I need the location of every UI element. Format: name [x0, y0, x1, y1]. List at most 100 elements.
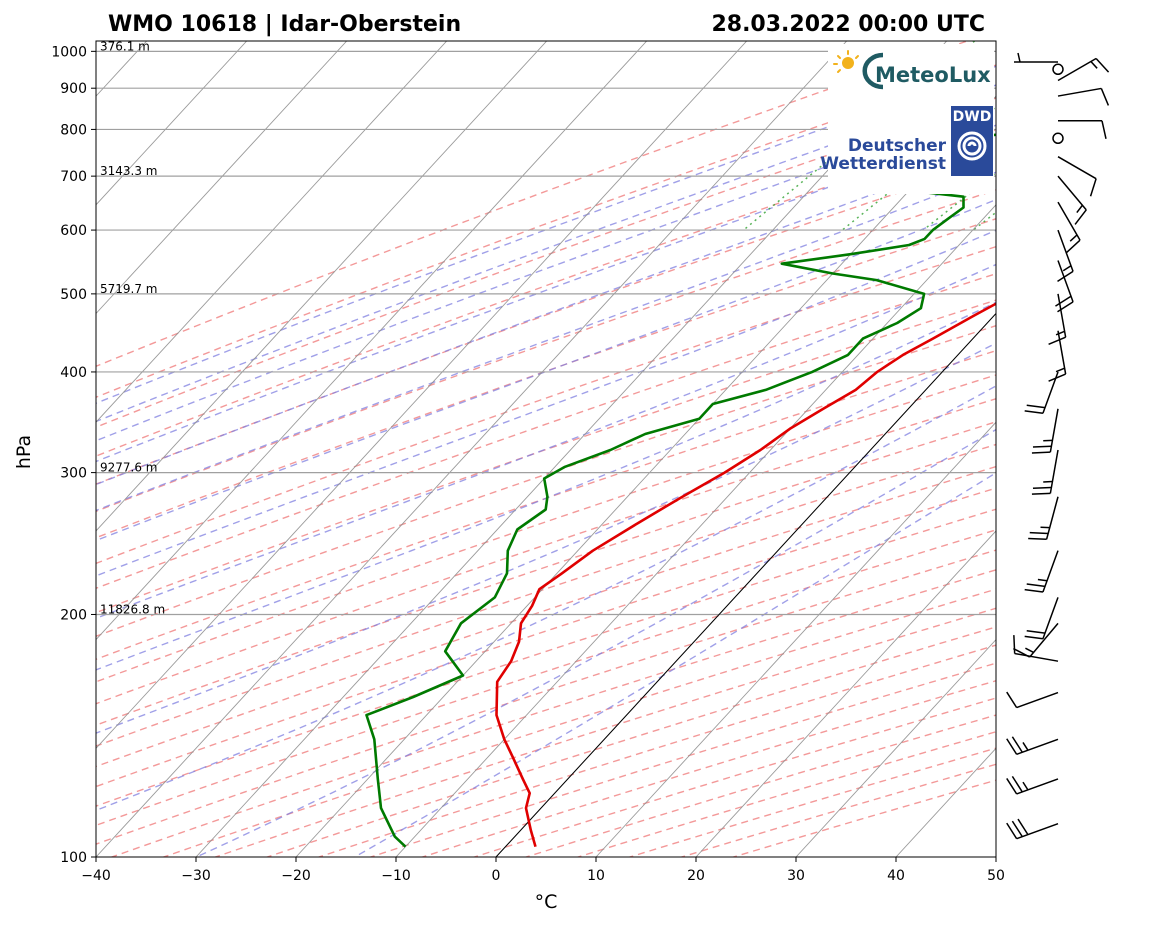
y-tick-label: 400	[60, 365, 87, 381]
wind-barb-staff	[1057, 201, 1081, 241]
wind-barb-full	[1024, 635, 1044, 640]
x-tick-label: 30	[787, 868, 805, 884]
wind-barb-half	[1090, 61, 1098, 69]
wind-barb-staff	[1016, 738, 1059, 756]
wind-barb	[1057, 175, 1087, 225]
chart-title-datetime: 28.03.2022 00:00 UTC	[711, 12, 985, 37]
x-tick-label: 40	[887, 868, 905, 884]
wind-barb	[1057, 57, 1110, 82]
isotherm	[96, 41, 248, 206]
wind-barb-half	[1055, 367, 1065, 373]
wind-barb-staff	[1057, 175, 1087, 211]
dry-adiabat	[265, 626, 996, 857]
wind-barb	[1048, 330, 1067, 382]
calm-wind-circle	[1052, 63, 1064, 76]
x-tick-label: 20	[687, 868, 705, 884]
dry-adiabat	[96, 443, 996, 747]
wind-barb-half	[1025, 647, 1034, 654]
wind-barbs	[1006, 52, 1110, 840]
moist-adiabat	[96, 229, 996, 577]
isotherm	[695, 530, 996, 857]
moist-adiabat	[96, 124, 996, 463]
wind-barb	[1031, 449, 1059, 495]
x-axis-label: °C	[535, 891, 558, 913]
wind-barb	[1057, 201, 1081, 254]
wind-barb-full	[1032, 486, 1052, 490]
wind-barb	[1013, 622, 1059, 658]
wind-barb-half	[1022, 742, 1029, 751]
y-tick-label: 300	[60, 466, 87, 482]
dwd-name-line2: Wetterdienst	[820, 154, 946, 174]
y-tick-label: 200	[60, 607, 87, 623]
wind-barb-half	[1037, 578, 1048, 582]
calm-wind-circle	[1052, 132, 1064, 145]
wind-barb-full	[1006, 691, 1018, 709]
wind-barb-staff	[1057, 87, 1102, 97]
dry-adiabat	[161, 588, 996, 857]
dry-adiabat	[96, 324, 996, 638]
meteolux-swoosh-icon	[862, 52, 884, 90]
dry-adiabat	[96, 64, 996, 399]
wind-barb-staff	[1042, 597, 1059, 640]
wind-barb-full	[1006, 738, 1018, 755]
y-tick-label: 600	[60, 223, 87, 239]
wind-barb-full	[1006, 778, 1018, 795]
wind-barb	[1024, 597, 1059, 640]
wind-barb-staff	[1049, 449, 1059, 494]
wind-barb-full	[1057, 270, 1074, 282]
wind-barb-full	[1028, 537, 1047, 540]
wind-barb-staff	[1042, 371, 1059, 414]
wind-barb	[1006, 691, 1059, 709]
dry-adiabats	[96, 41, 996, 857]
meteolux-logo: MeteoLux	[833, 50, 991, 90]
wind-barb-full	[1024, 588, 1044, 593]
y-axis-label: hPa	[13, 435, 35, 469]
wind-barb-half	[1022, 781, 1029, 791]
x-axis-ticks: −40 −30 −20 −10 0 10 20 30 40 50	[81, 857, 1005, 884]
temperature-profile	[495, 302, 996, 848]
wind-barb-full	[1065, 239, 1081, 254]
wind-barb-staff	[1016, 822, 1059, 840]
height-label: 376.1 m	[100, 39, 150, 53]
height-label: 5719.7 m	[100, 282, 158, 296]
wind-barb	[1006, 736, 1059, 756]
y-tick-label: 1000	[51, 44, 87, 60]
dwd-name-line1: Deutscher	[848, 136, 947, 156]
isotherm	[96, 41, 648, 641]
moist-adiabat	[353, 472, 996, 857]
x-tick-label: −10	[381, 868, 411, 884]
wind-barb-full	[1048, 373, 1066, 382]
wind-barb	[1057, 87, 1110, 106]
wind-barb-full	[1074, 209, 1087, 225]
dry-adiabat	[96, 299, 996, 614]
wind-barb-staff	[1057, 260, 1074, 303]
wind-barb-staff	[1057, 293, 1067, 338]
wind-barb-staff	[1057, 156, 1097, 180]
x-tick-label: −40	[81, 868, 111, 884]
wind-barb	[1028, 496, 1059, 540]
dwd-badge	[951, 106, 993, 176]
dry-adiabat	[96, 397, 996, 705]
wind-barb	[1024, 371, 1059, 415]
wind-barb-full	[1031, 451, 1051, 454]
wind-barb-half	[1017, 52, 1021, 63]
wind-barb	[1024, 550, 1059, 593]
y-tick-label: 900	[60, 81, 87, 97]
isotherm	[96, 41, 848, 857]
x-tick-label: 0	[492, 868, 501, 884]
wind-barb-half	[1076, 204, 1084, 214]
isotherm	[96, 41, 748, 749]
dry-adiabat	[316, 644, 996, 857]
height-label: 3143.3 m	[100, 164, 158, 178]
moist-adiabat	[194, 428, 996, 857]
wind-barb-full	[1048, 336, 1066, 345]
isotherm	[595, 421, 996, 857]
plot-frame	[95, 40, 997, 858]
dry-adiabat	[96, 218, 996, 539]
isotherm	[795, 638, 996, 857]
wind-barb	[1048, 293, 1067, 345]
wind-barb-staff	[1042, 550, 1059, 593]
dwd-logo: DWD Deutscher Wetterdienst	[820, 106, 993, 176]
isotherm	[995, 856, 996, 857]
